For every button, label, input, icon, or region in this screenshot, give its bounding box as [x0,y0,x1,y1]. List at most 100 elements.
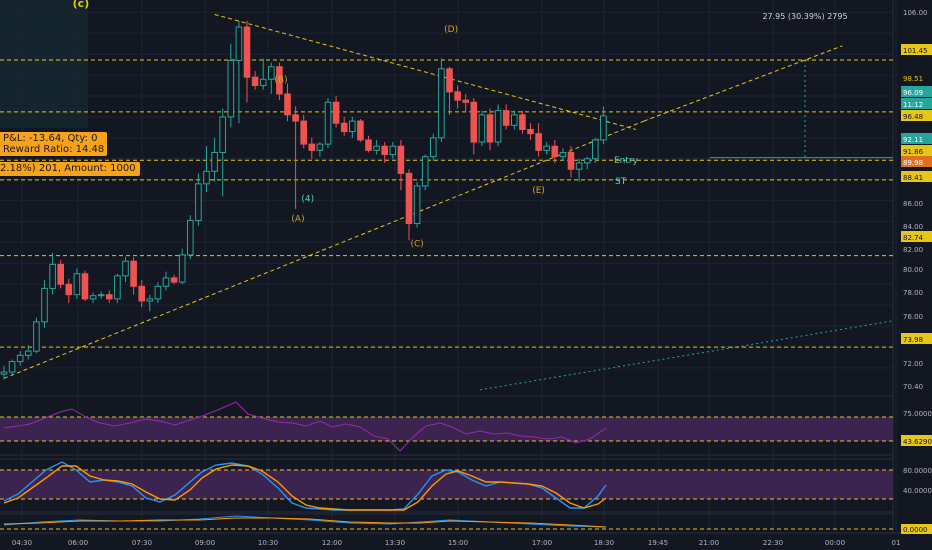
candle-body [462,99,469,103]
time-tick-label: 22:30 [763,539,783,547]
candle [405,169,413,241]
candle [592,137,599,163]
rsi-upper-label: 75.0000 [903,410,932,418]
wave-label: (4) [301,195,314,205]
candle-body [114,275,121,300]
stoch-d-line [3,464,607,511]
candle-body [454,91,461,101]
candle [300,114,307,149]
candle-body [535,133,542,151]
candle [154,282,162,304]
macd-zero-label: 0.0000 [903,526,928,534]
time-tick-label: 12:00 [322,539,342,547]
entry-label: Entry [614,156,639,166]
candle-body [559,151,567,158]
time-tick-label: 18:30 [594,539,614,547]
candle-body [65,283,73,296]
candle [130,257,137,295]
candle [381,142,388,163]
candle-body [389,145,397,156]
candle-body [324,101,332,145]
candle-body [227,59,235,118]
candle [41,280,48,329]
candle [349,116,356,138]
candle [49,252,56,295]
candle-body [316,143,324,151]
price-tag [901,98,932,109]
candle-body [365,139,372,151]
candle-body [292,114,299,122]
rsi-band [0,417,893,441]
candle [122,257,129,283]
candle-body [583,158,591,164]
candle [33,317,40,354]
candle-body [130,260,137,287]
rsi-lower-label: 43.6290 [903,438,932,446]
price-tick-label: 76.00 [903,313,923,321]
candle [559,148,567,161]
price-tag [901,133,932,144]
candle [421,154,429,191]
st-label: ST [615,177,627,187]
candle [138,280,145,308]
amount-label: 2.18%) 201, Amount: 1000 [0,162,140,176]
candle [316,142,324,157]
candle-body [195,183,202,221]
candle-body [203,170,210,185]
candle [357,119,364,143]
price-tag [901,156,932,167]
upper-trendline [214,13,636,130]
candle [511,110,518,130]
time-tick-label: 06:00 [68,539,88,547]
macd-tag [901,524,932,534]
price-tag [901,231,932,242]
candle-body [373,145,380,151]
price-tick-label: 82.74 [903,234,924,242]
price-tag [901,171,932,182]
candle [16,351,24,366]
time-tick-label: 09:00 [195,539,215,547]
candle [170,274,178,285]
price-tick-label: 78.00 [903,289,923,297]
candle [0,365,8,380]
candle-body [243,26,251,78]
candle-body [187,219,194,256]
time-tick-label: 07:30 [132,539,152,547]
price-tag [901,333,932,344]
candle [324,98,332,149]
lower-trendline [3,120,645,379]
candle-body [413,185,421,225]
price-tick-label: 11:12 [903,101,923,109]
candle [8,359,16,377]
candle [178,248,186,285]
candle-body [49,263,56,289]
candle [332,96,340,128]
price-tag [901,44,932,55]
candle-body [251,76,259,87]
candle [389,142,397,159]
candle-body [0,371,8,375]
candle-body [276,66,283,95]
candle [284,83,291,122]
price-tick-label: 80.00 [903,266,923,274]
candle-body [57,263,65,285]
candle-body [146,298,154,302]
rsi-current-tag [901,435,932,446]
candle [211,137,218,182]
candle [219,108,226,197]
candle [365,135,372,153]
candle [575,158,583,182]
stoch-upper-label: 80.0000 [903,467,932,475]
time-tick-label: 00:00 [825,539,845,547]
candle-body [122,260,129,277]
candle-body [219,116,226,153]
candle [543,142,551,155]
wave-label: (D) [444,25,458,35]
candle-body [268,66,275,80]
candle-body [349,120,356,133]
candle [430,133,437,161]
candle-body [81,273,89,300]
pnl-label: P&L: -13.64, Qty: 0 Reward Ratio: 14.48 [0,132,108,156]
time-tick-label: 17:00 [532,539,552,547]
